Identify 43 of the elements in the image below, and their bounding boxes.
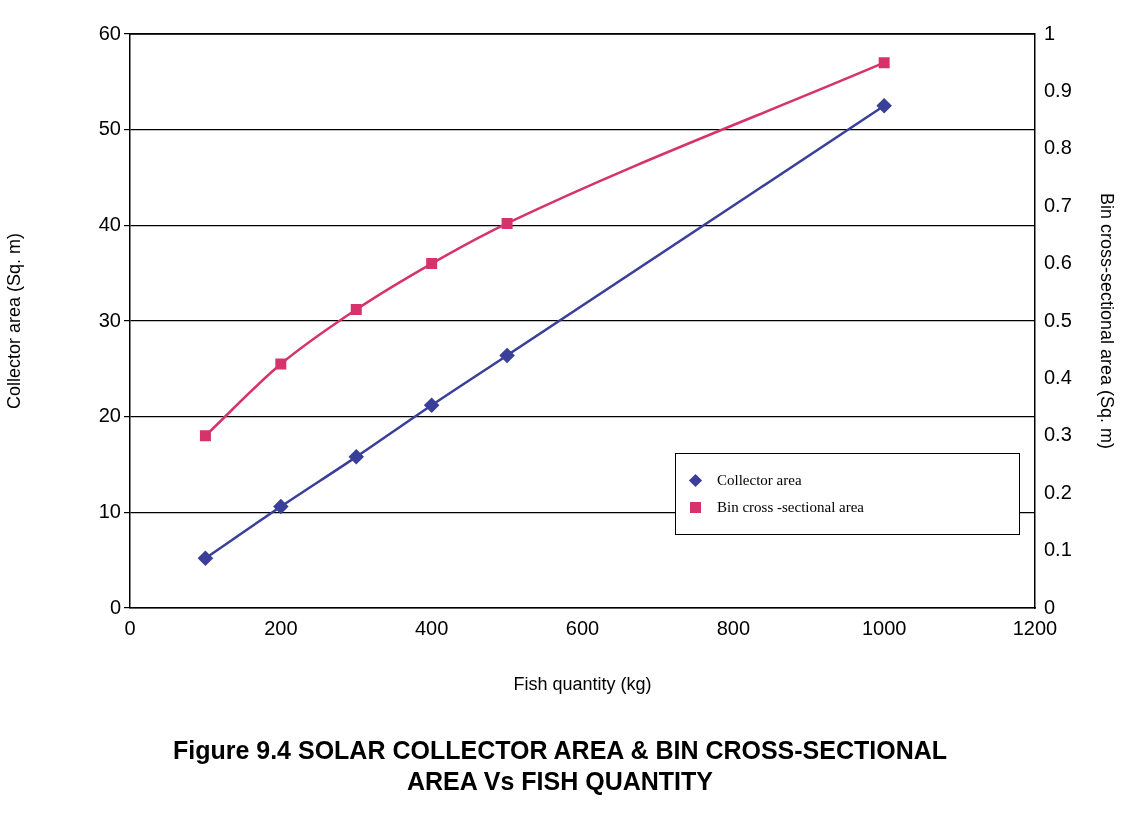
y-axis-title: Collector area (Sq. m) xyxy=(3,232,24,410)
text: Figure 9.4 SOLAR COLLECTOR AREA & BIN CROSS-SECTIONAL AREA Vs FISH QUANTITY xyxy=(171,735,949,797)
y2-tick-label: 0.5 xyxy=(1044,308,1072,331)
point xyxy=(878,57,890,69)
point xyxy=(199,430,211,442)
y-tick-label: 0 xyxy=(109,595,121,618)
point xyxy=(424,397,439,413)
x-tick-label: 400 xyxy=(414,616,449,639)
y2-tick-label: 1 xyxy=(1044,21,1056,44)
x-tick-label: 800 xyxy=(716,616,751,639)
legend-label: Bin cross -sectional area xyxy=(717,499,865,517)
y-tick-label: 10 xyxy=(98,499,121,522)
point xyxy=(275,358,287,370)
x-tick-label: 200 xyxy=(264,616,298,639)
x-tick-label: 600 xyxy=(565,616,600,639)
y-tick-label: 30 xyxy=(98,308,121,331)
y2-tick-label: 0.4 xyxy=(1044,365,1072,388)
y-tick-label: 50 xyxy=(98,117,121,140)
y2-tick-label: 0.2 xyxy=(1044,480,1072,503)
point xyxy=(198,551,213,566)
y2-tick-label: 0.3 xyxy=(1044,423,1072,446)
y2-tick-label: 0.9 xyxy=(1044,78,1072,101)
y2-tick-label: 0.6 xyxy=(1044,251,1072,274)
point xyxy=(349,449,364,465)
y-tick-label: 20 xyxy=(98,404,121,427)
y-tick-label: 60 xyxy=(98,21,121,44)
x-tick-label: 0 xyxy=(124,616,136,639)
x-axis-title: Fish quantity (kg) xyxy=(513,674,652,695)
y2-tick-label: 0.7 xyxy=(1044,193,1072,216)
point xyxy=(501,217,513,229)
point xyxy=(273,499,289,514)
x-tick-label: 1000 xyxy=(861,616,907,639)
y-tick-label: 40 xyxy=(98,212,121,235)
point xyxy=(350,304,362,316)
y2-axis-title: Bin cross-sectional area (Sq. m) xyxy=(1097,192,1118,450)
point xyxy=(499,348,515,363)
x-tick-label: 1200 xyxy=(1012,616,1058,639)
point xyxy=(876,98,892,113)
legend-label: Collector area xyxy=(717,472,802,490)
y2-tick-label: 0 xyxy=(1044,595,1056,618)
point xyxy=(426,258,438,270)
y2-tick-label: 0.1 xyxy=(1044,538,1072,561)
y2-tick-label: 0.8 xyxy=(1044,136,1072,159)
